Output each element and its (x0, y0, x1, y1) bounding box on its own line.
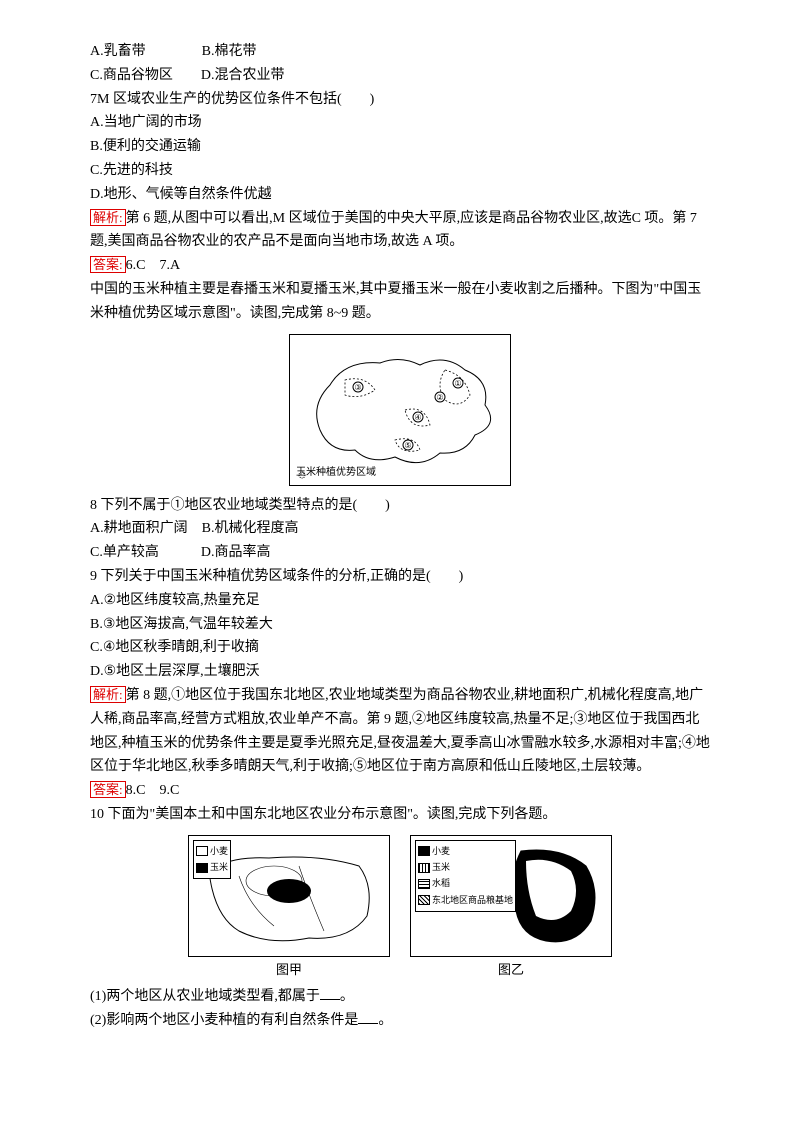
analysis-tag: 解析: (90, 209, 126, 226)
answer-67: 答案:6.C 7.A (90, 254, 710, 278)
svg-text:③: ③ (354, 383, 361, 392)
answer-tag: 答案: (90, 781, 126, 798)
q10-sub1: (1)两个地区从农业地域类型看,都属于 。 (90, 985, 710, 1009)
q10-sub2-b: 。 (378, 1013, 392, 1028)
legend-swatch-wheat (196, 846, 208, 856)
q10-stem: 10 下面为"美国本土和中国东北地区农业分布示意图"。读图,完成下列各题。 (90, 803, 710, 827)
blank-2[interactable] (358, 1009, 378, 1024)
legend-swatch-corn (196, 863, 208, 873)
q6-option-c: C.商品谷物区 (90, 68, 173, 83)
q8-option-b: B.机械化程度高 (202, 521, 299, 536)
q10-sub1-b: 。 (340, 989, 354, 1004)
figure-yi-caption: 图乙 (410, 959, 612, 981)
q8-option-c: C.单产较高 (90, 545, 159, 560)
q6-option-b: B.棉花带 (202, 44, 257, 59)
svg-text:①: ① (454, 379, 461, 388)
q6-option-a: A.乳畜带 (90, 44, 146, 59)
q9-option-a: A.②地区纬度较高,热量充足 (90, 589, 710, 613)
china-map-svg: ① ② ③ ④ ⑤ (290, 335, 510, 485)
china-corn-map-figure: ① ② ③ ④ ⑤ 玉米种植优势区域 (90, 334, 710, 486)
blank-1[interactable] (320, 985, 340, 1000)
q8-option-a: A.耕地面积广阔 (90, 521, 188, 536)
q7-option-b: B.便利的交通运输 (90, 135, 710, 159)
answer-67-text: 6.C 7.A (126, 258, 180, 273)
figure-jia-legend: 小麦 玉米 (193, 840, 231, 880)
figure-jia-col: 小麦 玉米 图甲 (188, 835, 390, 981)
q9-option-d: D.⑤地区土层深厚,土壤肥沃 (90, 660, 710, 684)
figure-yi-legend: 小麦 玉米 水稻 东北地区商品粮基地 (415, 840, 516, 912)
legend-swatch-rice (418, 879, 430, 889)
legend-label-base: 东北地区商品粮基地 (432, 893, 513, 908)
q9-stem: 9 下列关于中国玉米种植优势区域条件的分析,正确的是( ) (90, 565, 710, 589)
q9-option-b: B.③地区海拔高,气温年较差大 (90, 613, 710, 637)
q7-option-a: A.当地广阔的市场 (90, 111, 710, 135)
usa-ne-china-figure: 小麦 玉米 图甲 小麦 玉米 水稻 东北地区商品粮基地 (90, 835, 710, 981)
legend-label-wheat: 小麦 (210, 844, 228, 859)
legend-swatch-wheat2 (418, 846, 430, 856)
answer-tag: 答案: (90, 256, 126, 273)
q7-stem: 7M 区域农业生产的优势区位条件不包括( ) (90, 88, 710, 112)
q6-option-line-cd: C.商品谷物区 D.混合农业带 (90, 64, 710, 88)
figure-yi-col: 小麦 玉米 水稻 东北地区商品粮基地 图乙 (410, 835, 612, 981)
figure-yi-box: 小麦 玉米 水稻 东北地区商品粮基地 (410, 835, 612, 957)
answer-89-text: 8.C 9.C (126, 783, 180, 798)
q8-stem: 8 下列不属于①地区农业地域类型特点的是( ) (90, 494, 710, 518)
analysis-tag: 解析: (90, 686, 126, 703)
q10-sub1-a: (1)两个地区从农业地域类型看,都属于 (90, 989, 320, 1004)
q8-option-line-cd: C.单产较高 D.商品率高 (90, 541, 710, 565)
legend-label-corn2: 玉米 (432, 860, 450, 875)
svg-text:②: ② (436, 393, 443, 402)
china-corn-map: ① ② ③ ④ ⑤ 玉米种植优势区域 (289, 334, 511, 486)
q6-option-d: D.混合农业带 (201, 68, 285, 83)
svg-text:⑤: ⑤ (404, 441, 411, 450)
figure-jia-caption: 图甲 (188, 959, 390, 981)
legend-swatch-corn2 (418, 863, 430, 873)
legend-label-rice: 水稻 (432, 876, 450, 891)
q10-sub2: (2)影响两个地区小麦种植的有利自然条件是 。 (90, 1009, 710, 1033)
q7-option-c: C.先进的科技 (90, 159, 710, 183)
analysis-67: 解析:第 6 题,从图中可以看出,M 区域位于美国的中央大平原,应该是商品谷物农… (90, 207, 710, 255)
q8-option-line-ab: A.耕地面积广阔 B.机械化程度高 (90, 517, 710, 541)
q6-option-line-ab: A.乳畜带 B.棉花带 (90, 40, 710, 64)
svg-text:④: ④ (414, 413, 421, 422)
figure-jia-box: 小麦 玉米 (188, 835, 390, 957)
analysis-67-text: 第 6 题,从图中可以看出,M 区域位于美国的中央大平原,应该是商品谷物农业区,… (90, 211, 697, 250)
legend-label-wheat2: 小麦 (432, 844, 450, 859)
q9-option-c: C.④地区秋季晴朗,利于收摘 (90, 636, 710, 660)
legend-label-corn: 玉米 (210, 860, 228, 875)
q10-sub2-a: (2)影响两个地区小麦种植的有利自然条件是 (90, 1013, 358, 1028)
q8-option-d: D.商品率高 (201, 545, 271, 560)
legend-swatch-base (418, 895, 430, 905)
q8-9-intro: 中国的玉米种植主要是春播玉米和夏播玉米,其中夏播玉米一般在小麦收割之后播种。下图… (90, 278, 710, 326)
analysis-89-text: 第 8 题,①地区位于我国东北地区,农业地域类型为商品谷物农业,耕地面积广,机械… (90, 688, 710, 774)
q7-option-d: D.地形、气候等自然条件优越 (90, 183, 710, 207)
analysis-89: 解析:第 8 题,①地区位于我国东北地区,农业地域类型为商品谷物农业,耕地面积广… (90, 684, 710, 779)
answer-89: 答案:8.C 9.C (90, 779, 710, 803)
china-map-caption: 玉米种植优势区域 (296, 464, 376, 481)
